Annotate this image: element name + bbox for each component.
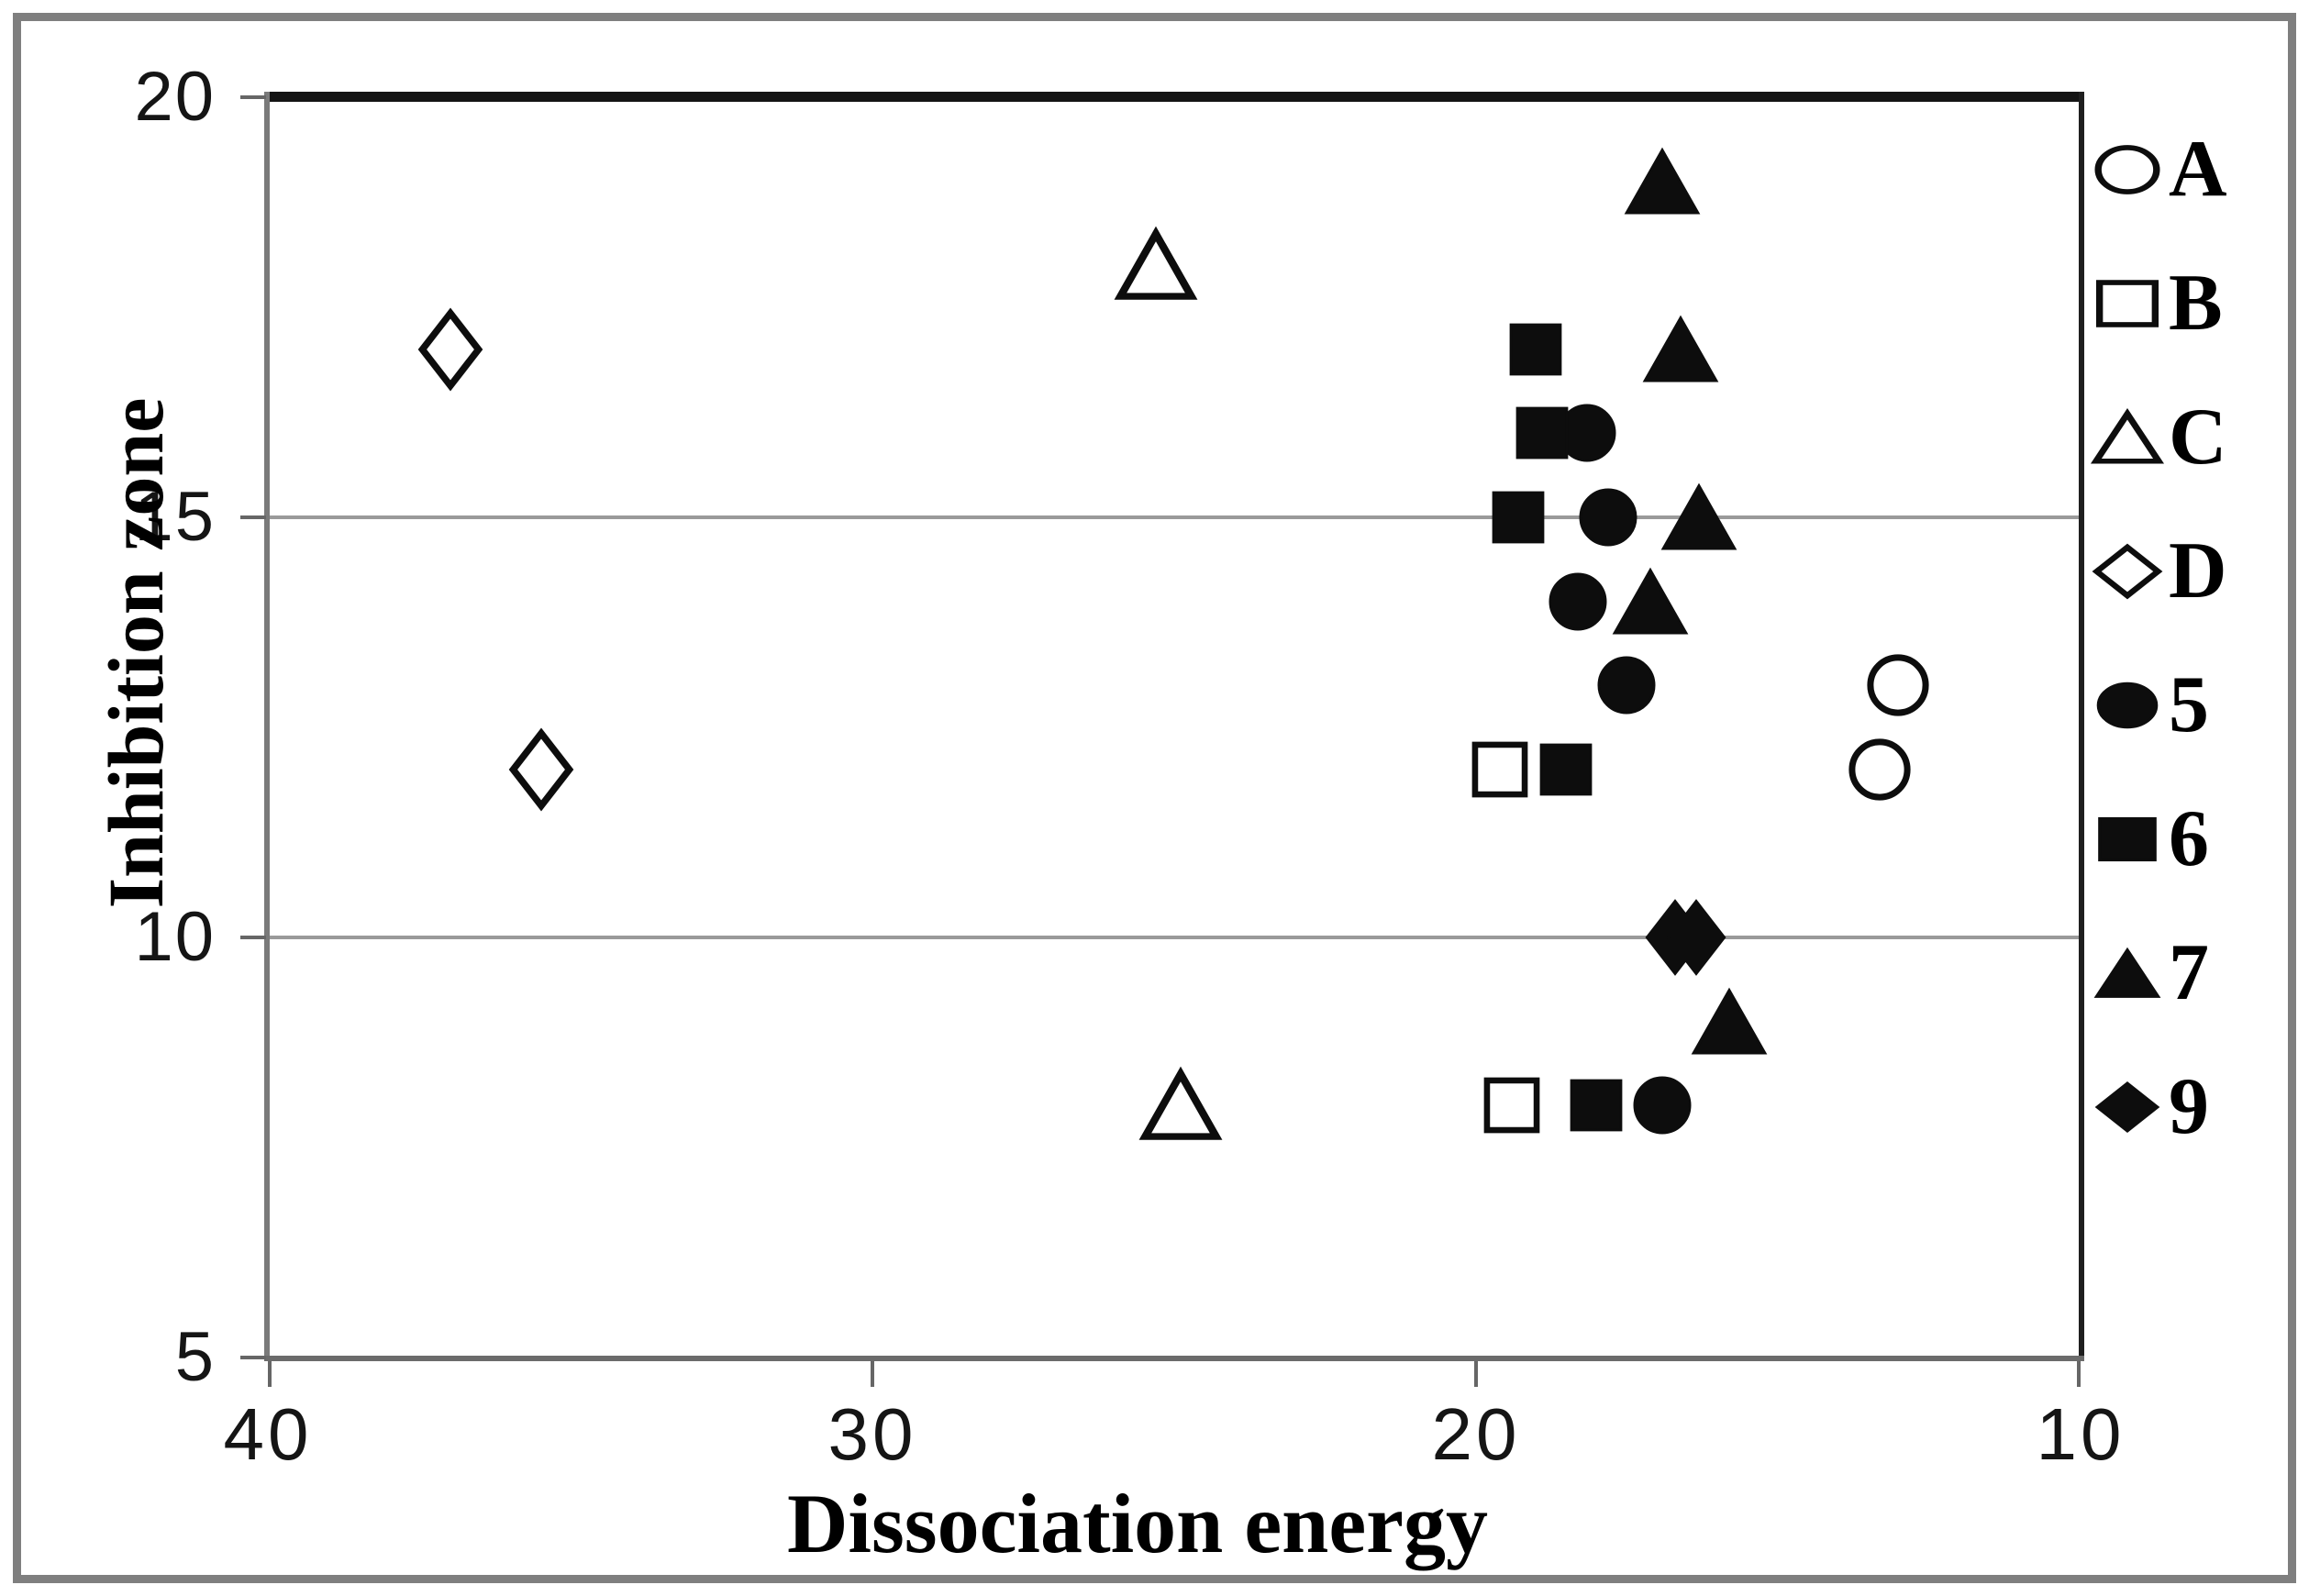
data-point-B-open-square <box>1482 1075 1542 1136</box>
data-point-A-open-circle <box>1848 737 1912 802</box>
data-point-7-solid-triangle <box>1612 567 1689 636</box>
data-point-6-solid-square <box>1488 487 1549 548</box>
legend-item-9: 9 <box>2093 1040 2227 1174</box>
data-point-7-solid-triangle <box>1691 987 1768 1056</box>
y-tick-mark-10 <box>240 936 266 939</box>
data-point-6-solid-square <box>1536 739 1596 800</box>
x-tick-mark-30 <box>871 1361 875 1387</box>
y-tick-label-10: 10 <box>134 898 216 976</box>
x-tick-label-40: 40 <box>223 1393 313 1475</box>
x-tick-label-10: 10 <box>2036 1393 2126 1475</box>
y-tick-label-5: 5 <box>174 1318 216 1396</box>
data-point-7-solid-triangle <box>1642 315 1719 383</box>
filled-diamond-icon <box>2093 1081 2161 1133</box>
y-axis-title: Inhibition zone <box>92 397 180 909</box>
data-point-6-solid-square <box>1566 1075 1626 1136</box>
legend-label: 5 <box>2169 660 2209 749</box>
gridline-y-15 <box>270 515 2079 519</box>
data-point-A-open-circle <box>1866 653 1930 717</box>
legend-label: 6 <box>2169 794 2209 883</box>
legend-item-B: B <box>2093 237 2227 371</box>
y-tick-label-20: 20 <box>134 58 216 136</box>
y-tick-mark-20 <box>240 95 266 99</box>
legend-label: B <box>2169 259 2223 348</box>
legend-item-6: 6 <box>2093 772 2227 906</box>
legend-item-A: A <box>2093 103 2227 237</box>
plot-frame-right <box>2079 92 2084 1361</box>
legend-item-C: C <box>2090 371 2227 504</box>
data-point-5-solid-circle <box>1630 1073 1694 1137</box>
y-tick-mark-15 <box>240 515 266 519</box>
filled-triangle-icon <box>2093 947 2161 999</box>
legend-label: A <box>2169 125 2227 214</box>
legend-item-7: 7 <box>2093 906 2227 1040</box>
data-point-5-solid-circle <box>1546 570 1610 634</box>
legend-label: D <box>2169 526 2227 615</box>
x-tick-mark-10 <box>2077 1361 2081 1387</box>
data-point-9-solid-diamond <box>1665 899 1727 976</box>
data-point-6-solid-square <box>1512 403 1572 463</box>
data-point-5-solid-circle <box>1594 653 1659 717</box>
legend-label: C <box>2169 393 2227 482</box>
x-tick-label-30: 30 <box>827 1393 917 1475</box>
x-tick-label-20: 20 <box>1431 1393 1521 1475</box>
open-square-icon <box>2093 278 2161 329</box>
x-axis-title: Dissociation energy <box>786 1477 1489 1570</box>
open-diamond-icon <box>2092 543 2163 600</box>
data-point-B-open-square <box>1470 739 1530 800</box>
legend-item-D: D <box>2092 504 2227 638</box>
y-tick-label-15: 15 <box>134 478 216 556</box>
legend: A B C D 5 6 7 9 <box>2090 103 2227 1174</box>
data-point-C-open-triangle <box>1138 1066 1222 1140</box>
y-tick-mark-5 <box>240 1356 266 1359</box>
open-circle-icon <box>2093 144 2161 195</box>
x-tick-mark-20 <box>1473 1361 1478 1387</box>
data-point-7-solid-triangle <box>1624 147 1701 216</box>
plot-frame-top <box>264 92 2084 102</box>
x-tick-mark-40 <box>268 1361 272 1387</box>
data-point-7-solid-triangle <box>1660 482 1737 551</box>
filled-circle-icon <box>2093 680 2161 731</box>
data-point-D-open-diamond <box>508 727 574 812</box>
plot-frame-left-axis <box>264 92 270 1361</box>
filled-square-icon <box>2093 814 2161 865</box>
plot-frame-bottom-axis <box>264 1356 2084 1361</box>
figure-outer-border <box>13 13 2296 1583</box>
legend-label: 9 <box>2169 1062 2209 1151</box>
data-point-6-solid-square <box>1505 319 1566 380</box>
data-point-5-solid-circle <box>1576 485 1640 549</box>
gridline-y-10 <box>270 936 2079 939</box>
open-triangle-icon <box>2090 407 2165 464</box>
legend-item-5: 5 <box>2093 638 2227 772</box>
data-point-D-open-diamond <box>417 307 483 392</box>
legend-label: 7 <box>2169 928 2209 1017</box>
data-point-C-open-triangle <box>1114 226 1198 300</box>
